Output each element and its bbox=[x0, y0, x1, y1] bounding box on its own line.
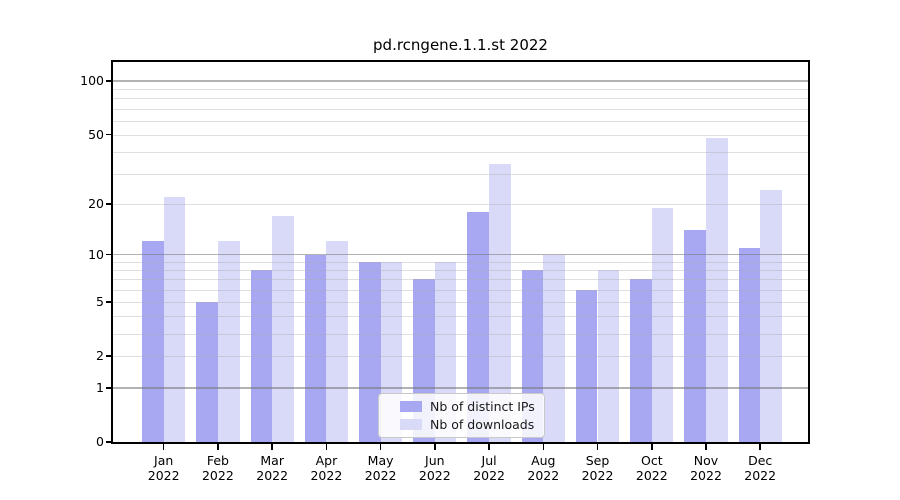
bar-oct-downloads bbox=[651, 207, 674, 442]
bar-dec-distinct-ips bbox=[738, 247, 761, 442]
x-tick-label-jun: Jun 2022 bbox=[418, 453, 451, 483]
bar-nov-downloads bbox=[706, 137, 728, 442]
x-tick-mark-oct bbox=[651, 444, 653, 450]
x-tick-mark-sep bbox=[596, 444, 599, 450]
y-tick-mark-0 bbox=[106, 441, 113, 443]
gridline-minor-50 bbox=[113, 134, 808, 136]
gridline-minor-3 bbox=[113, 333, 808, 335]
y-tick-label-2: 2 bbox=[96, 348, 104, 364]
bar-dec-downloads bbox=[760, 190, 782, 442]
bar-sep-downloads bbox=[597, 270, 620, 442]
legend-label-distinct-ips: Nb of distinct IPs bbox=[430, 399, 535, 415]
bar-jul-downloads bbox=[489, 164, 511, 442]
gridline-major-1 bbox=[113, 387, 808, 389]
x-tick-label-oct: Oct 2022 bbox=[635, 453, 668, 483]
y-tick-mark-2 bbox=[106, 355, 113, 357]
bar-jul-distinct-ips bbox=[467, 211, 490, 442]
gridline-minor-5 bbox=[113, 301, 808, 303]
x-tick-mark-may bbox=[379, 444, 382, 450]
chart-title: pd.rcngene.1.1.st 2022 bbox=[373, 36, 548, 54]
x-tick-mark-apr bbox=[325, 444, 328, 450]
y-tick-mark-5 bbox=[106, 301, 113, 303]
gridline-minor-90 bbox=[113, 89, 808, 91]
legend-entry-distinct-ips: Nb of distinct IPs bbox=[400, 399, 536, 414]
x-tick-label-jul: Jul 2022 bbox=[473, 453, 505, 483]
bar-oct-distinct-ips bbox=[630, 279, 652, 442]
bar-may-distinct-ips bbox=[358, 262, 381, 442]
bar-apr-downloads bbox=[326, 241, 349, 442]
x-tick-label-apr: Apr 2022 bbox=[310, 453, 343, 483]
gridline-minor-30 bbox=[113, 173, 808, 175]
y-tick-label-100: 100 bbox=[80, 73, 104, 89]
bar-feb-distinct-ips bbox=[196, 301, 218, 442]
y-tick-mark-50 bbox=[106, 133, 113, 136]
x-tick-mark-mar bbox=[271, 444, 273, 450]
bar-feb-downloads bbox=[217, 241, 240, 442]
x-tick-mark-jan bbox=[162, 444, 165, 450]
y-tick-label-5: 5 bbox=[96, 293, 104, 309]
gridline-minor-70 bbox=[113, 108, 808, 110]
legend-swatch-distinct-ips bbox=[400, 401, 422, 413]
bar-mar-distinct-ips bbox=[250, 270, 273, 442]
x-tick-mark-nov bbox=[705, 444, 707, 450]
y-tick-mark-20 bbox=[106, 203, 113, 205]
y-tick-label-20: 20 bbox=[88, 195, 104, 211]
x-tick-label-may: May 2022 bbox=[364, 453, 397, 483]
x-tick-mark-jul bbox=[488, 444, 490, 450]
x-tick-label-aug: Aug 2022 bbox=[527, 453, 560, 483]
bar-jan-downloads bbox=[163, 196, 186, 442]
gridline-minor-60 bbox=[113, 120, 808, 122]
gridline-minor-2 bbox=[113, 356, 808, 358]
gridline-minor-8 bbox=[113, 270, 808, 272]
x-tick-label-dec: Dec 2022 bbox=[744, 453, 777, 483]
x-tick-mark-jun bbox=[434, 444, 436, 450]
x-tick-mark-feb bbox=[217, 444, 219, 450]
bar-sep-distinct-ips bbox=[575, 289, 598, 442]
gridline-major-100 bbox=[113, 80, 808, 82]
gridline-minor-80 bbox=[113, 98, 808, 100]
legend: Nb of distinct IPs Nb of downloads bbox=[378, 393, 545, 438]
gridline-minor-40 bbox=[113, 151, 808, 153]
y-tick-mark-10 bbox=[106, 253, 113, 256]
bar-mar-downloads bbox=[272, 216, 294, 442]
y-tick-label-0: 0 bbox=[96, 434, 104, 449]
bar-apr-distinct-ips bbox=[304, 254, 327, 442]
x-tick-mark-dec bbox=[759, 444, 761, 450]
gridline-minor-20 bbox=[113, 203, 808, 205]
bar-nov-distinct-ips bbox=[684, 230, 706, 442]
legend-label-downloads: Nb of downloads bbox=[430, 416, 535, 432]
y-tick-label-50: 50 bbox=[88, 126, 104, 142]
plot-area bbox=[111, 60, 810, 444]
gridline-minor-4 bbox=[113, 316, 808, 318]
y-tick-mark-100 bbox=[106, 80, 113, 82]
x-tick-mark-aug bbox=[542, 444, 545, 450]
y-tick-label-10: 10 bbox=[88, 246, 104, 262]
x-tick-label-jan: Jan 2022 bbox=[147, 453, 180, 483]
y-tick-mark-1 bbox=[106, 387, 113, 389]
gridline-minor-6 bbox=[113, 289, 808, 291]
gridline-minor-7 bbox=[113, 279, 808, 281]
gridline-major-10 bbox=[113, 253, 808, 256]
x-tick-label-mar: Mar 2022 bbox=[256, 453, 289, 483]
gridline-minor-9 bbox=[113, 262, 808, 263]
x-tick-label-nov: Nov 2022 bbox=[690, 453, 722, 483]
bar-aug-downloads bbox=[543, 254, 565, 442]
bar-jan-distinct-ips bbox=[142, 241, 164, 442]
legend-swatch-downloads bbox=[400, 418, 422, 430]
x-tick-label-feb: Feb 2022 bbox=[201, 453, 234, 483]
x-tick-label-sep: Sep 2022 bbox=[581, 453, 614, 483]
legend-entry-downloads: Nb of downloads bbox=[400, 417, 536, 432]
y-tick-label-1: 1 bbox=[96, 379, 104, 395]
